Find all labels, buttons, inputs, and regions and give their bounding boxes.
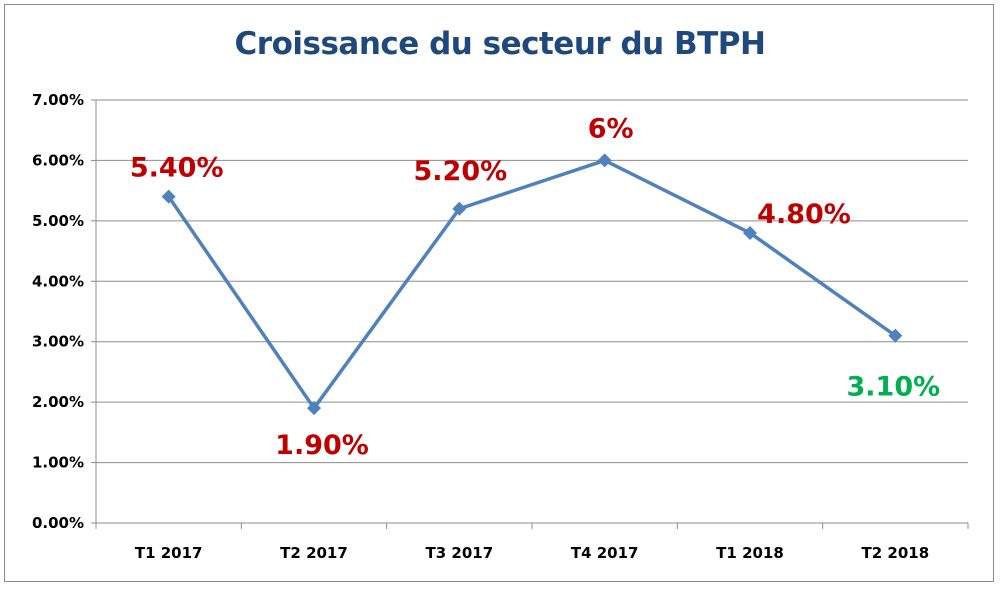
y-tick-label: 6.00% [32,151,84,169]
y-tick-label: 1.00% [32,454,84,472]
y-tick-label: 5.00% [32,212,84,230]
x-tick-label: T3 2017 [426,544,494,562]
x-tick-label: T2 2017 [280,544,348,562]
y-tick-label: 3.00% [32,333,84,351]
axes [91,99,969,529]
gridlines [96,99,968,464]
y-tick-label: 4.00% [32,272,84,290]
x-tick-label: T4 2017 [571,544,639,562]
x-tick-labels: T1 2017 T2 2017 T3 2017 T4 2017 T1 2018 T2 20… [135,544,929,562]
data-labels: 5.40% 1.90% 5.20% 6% 4.80% 3.10% [130,113,940,461]
data-series [161,153,903,416]
x-tick-label: T1 2017 [135,544,203,562]
data-label: 5.20% [413,156,507,187]
data-label: 4.80% [757,199,851,230]
data-point-marker [888,328,903,343]
data-point-marker [307,401,321,416]
series-line [166,158,898,410]
y-tick-labels: 0.00% 1.00% 2.00% 3.00% 4.00% 5.00% 6.00% 7.00% [32,91,84,532]
x-tick-label: T2 2018 [862,544,930,562]
y-tick-label: 7.00% [32,91,84,109]
data-point-marker [597,153,612,168]
data-point-marker [452,201,467,216]
data-point-marker [161,189,176,204]
x-tick-label: T1 2018 [716,544,784,562]
data-label: 3.10% [846,372,940,403]
y-tick-label: 2.00% [32,393,84,411]
data-label: 1.90% [275,430,369,461]
data-label: 5.40% [130,153,224,184]
data-point-marker [743,225,757,240]
y-tick-label: 0.00% [32,514,84,532]
data-label: 6% [588,113,634,144]
chart-title: Croissance du secteur du BTPH [234,26,766,62]
